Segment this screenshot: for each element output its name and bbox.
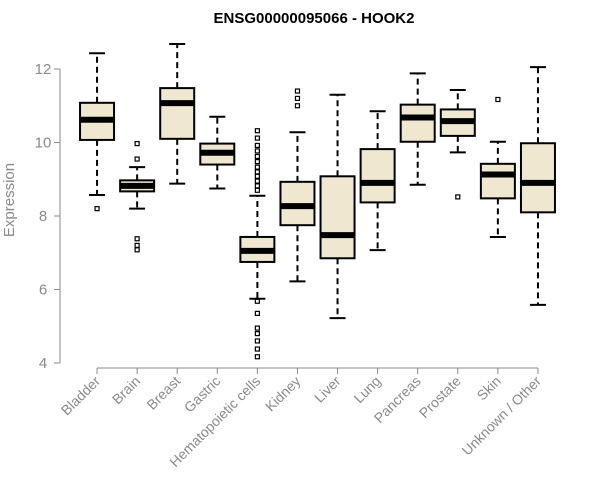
outlier-point <box>254 142 260 149</box>
x-tick-label: Brain <box>109 373 143 407</box>
x-tick-label: Bladder <box>58 373 104 419</box>
box-bladder <box>79 52 116 212</box>
x-tick-label: Breast <box>143 373 183 413</box>
outlier-point <box>294 95 301 102</box>
x-tick-label: Skin <box>473 373 504 404</box>
outlier-point <box>254 178 260 184</box>
outlier-point <box>254 338 260 344</box>
iqr-box <box>519 142 556 214</box>
outlier-point <box>254 153 260 160</box>
outlier-point <box>254 346 260 352</box>
outlier-point <box>134 156 140 162</box>
y-tick-label: 8 <box>39 208 47 225</box>
iqr-box <box>319 175 356 260</box>
x-tick-label: Prostate <box>416 373 464 421</box>
box-kidney <box>279 88 316 283</box>
outlier-point <box>254 135 260 141</box>
y-tick-label: 10 <box>35 135 52 152</box>
outlier-point <box>254 187 260 193</box>
y-axis-label: Expression <box>1 163 18 237</box>
outlier-point <box>254 183 260 189</box>
iqr-box <box>399 103 436 143</box>
outlier-point <box>254 325 260 331</box>
outlier-point <box>254 159 260 165</box>
box-lung <box>359 110 396 252</box>
outlier-point <box>254 298 260 304</box>
iqr-box <box>479 162 516 200</box>
x-tick-label: Kidney <box>262 373 304 415</box>
outlier-point <box>134 141 140 147</box>
outlier-point <box>134 247 140 253</box>
outlier-point <box>254 310 260 316</box>
y-tick-label: 6 <box>39 282 47 299</box>
outlier-point <box>254 354 260 360</box>
outlier-point <box>254 148 260 154</box>
box-skin <box>479 96 516 238</box>
box-pancreas <box>399 72 436 186</box>
box-gastric <box>199 115 236 190</box>
box-prostate <box>439 88 476 200</box>
chart-title: ENSG00000095066 - HOOK2 <box>214 10 415 27</box>
x-tick-label: Liver <box>311 373 344 406</box>
y-tick-label: 4 <box>39 355 47 372</box>
box-unknown-other <box>519 66 556 306</box>
box-hematopoietic-cells <box>239 128 276 360</box>
outlier-point <box>254 164 260 170</box>
box-liver <box>319 93 356 320</box>
outlier-point <box>254 331 260 337</box>
outlier-point <box>134 236 140 242</box>
box-brain <box>119 141 156 253</box>
outlier-point <box>254 128 260 134</box>
outlier-point <box>134 242 140 248</box>
iqr-box <box>159 87 196 140</box>
outlier-point <box>94 206 100 212</box>
box-series <box>79 43 556 360</box>
x-tick-label: Lung <box>350 373 383 406</box>
y-axis: 4 6 8 10 12 <box>35 61 61 372</box>
outlier-point <box>294 88 301 94</box>
outlier-point <box>254 169 260 175</box>
iqr-box <box>359 148 396 204</box>
outlier-point <box>495 96 501 103</box>
outlier-point <box>254 173 260 179</box>
outlier-point <box>455 194 461 200</box>
y-tick-label: 12 <box>35 61 52 78</box>
outlier-point <box>294 103 301 109</box>
box-breast <box>159 43 196 185</box>
